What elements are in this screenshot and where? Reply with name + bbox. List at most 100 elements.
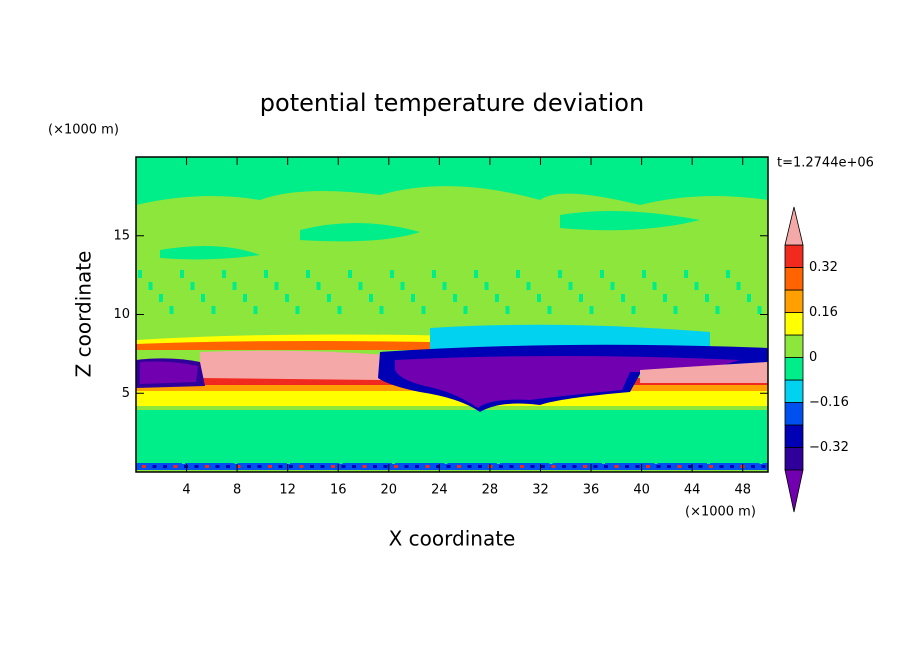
contour-region xyxy=(478,465,482,468)
contour-region xyxy=(486,445,490,455)
contour-region xyxy=(171,445,175,455)
contour-region xyxy=(726,270,730,278)
contour-region xyxy=(413,427,416,437)
contour-region xyxy=(339,454,343,464)
contour-region xyxy=(751,465,755,468)
contour-region xyxy=(274,282,279,290)
contour-region xyxy=(730,465,734,468)
contour-region xyxy=(331,465,335,468)
contour-region xyxy=(698,465,703,468)
contour-region xyxy=(136,410,768,465)
contour-region xyxy=(400,282,405,290)
contour-region xyxy=(136,341,520,350)
contour-region xyxy=(169,306,174,314)
contour-region xyxy=(673,306,678,314)
contour-region xyxy=(646,465,650,468)
x-axis-label: X coordinate xyxy=(389,527,516,551)
contour-region xyxy=(268,465,272,468)
contour-region xyxy=(404,465,409,468)
contour-region xyxy=(631,306,636,314)
x-unit: (×1000 m) xyxy=(685,505,756,520)
contour-region xyxy=(656,465,661,468)
contour-region xyxy=(640,362,768,383)
contour-region xyxy=(652,282,657,290)
contour-region xyxy=(738,436,742,446)
contour-region xyxy=(612,418,616,428)
contour-region xyxy=(285,294,289,302)
contour-region xyxy=(518,427,521,437)
x-tick-label: 4 xyxy=(182,483,190,498)
contour-region xyxy=(234,454,238,464)
contour-region xyxy=(434,445,437,455)
contour-region xyxy=(142,465,146,468)
contour-region xyxy=(371,436,374,446)
colorbar-extend-low xyxy=(784,469,804,513)
contour-region xyxy=(276,445,280,455)
contour-region xyxy=(297,418,301,428)
contour-region xyxy=(749,445,752,455)
contour-region xyxy=(264,270,268,278)
contour-field xyxy=(136,157,768,472)
contour-region xyxy=(581,436,584,446)
contour-region xyxy=(222,270,226,278)
contour-region xyxy=(257,465,262,468)
contour-region xyxy=(226,465,230,468)
contour-region xyxy=(337,306,342,314)
contour-region xyxy=(148,282,153,290)
x-tick-label: 32 xyxy=(532,483,549,498)
contour-region xyxy=(579,294,583,302)
contour-region xyxy=(278,465,283,468)
colorbar-tick-label: 0.32 xyxy=(809,260,838,275)
contour-region xyxy=(562,465,566,468)
contour-region xyxy=(316,282,321,290)
contour-region xyxy=(757,306,762,314)
contour-region xyxy=(352,465,356,468)
contour-region xyxy=(289,465,293,468)
contour-region xyxy=(715,306,720,314)
contour-region xyxy=(677,465,682,468)
contour-region xyxy=(635,465,640,468)
contour-region xyxy=(551,465,556,468)
contour-region xyxy=(583,465,587,468)
contour-region xyxy=(236,465,241,468)
contour-region xyxy=(381,445,385,455)
contour-region xyxy=(373,465,377,468)
contour-region xyxy=(215,465,220,468)
contour-region xyxy=(194,465,199,468)
contour-region xyxy=(747,294,751,302)
contour-region xyxy=(138,270,142,278)
contour-region xyxy=(327,294,331,302)
contour-region xyxy=(243,294,247,302)
contour-region xyxy=(255,427,259,437)
contour-region xyxy=(610,282,615,290)
colorbar-segment xyxy=(784,447,804,471)
contour-region xyxy=(318,436,322,446)
contour-region xyxy=(667,465,671,468)
chart-title: potential temperature deviation xyxy=(260,89,644,117)
contour-region xyxy=(457,465,461,468)
contour-region xyxy=(442,282,447,290)
contour-region xyxy=(136,157,768,205)
contour-region xyxy=(663,294,667,302)
contour-region xyxy=(140,361,198,384)
contour-region xyxy=(549,454,553,464)
x-tick-label: 8 xyxy=(233,483,241,498)
contour-region xyxy=(602,454,605,464)
contour-region xyxy=(560,418,563,428)
contour-region xyxy=(310,465,314,468)
contour-region xyxy=(423,436,427,446)
y-tick-label: 15 xyxy=(113,228,130,243)
contour-region xyxy=(707,454,710,464)
contour-region xyxy=(623,427,626,437)
contour-region xyxy=(159,294,163,302)
colorbar-segment xyxy=(784,379,804,403)
x-tick-label: 40 xyxy=(633,483,650,498)
contour-region xyxy=(329,445,332,455)
contour-region xyxy=(341,465,346,468)
contour-region xyxy=(717,418,721,428)
contour-region xyxy=(436,465,440,468)
contour-region xyxy=(390,270,394,278)
contour-region xyxy=(350,418,353,428)
contour-region xyxy=(150,427,154,437)
contour-region xyxy=(547,306,552,314)
